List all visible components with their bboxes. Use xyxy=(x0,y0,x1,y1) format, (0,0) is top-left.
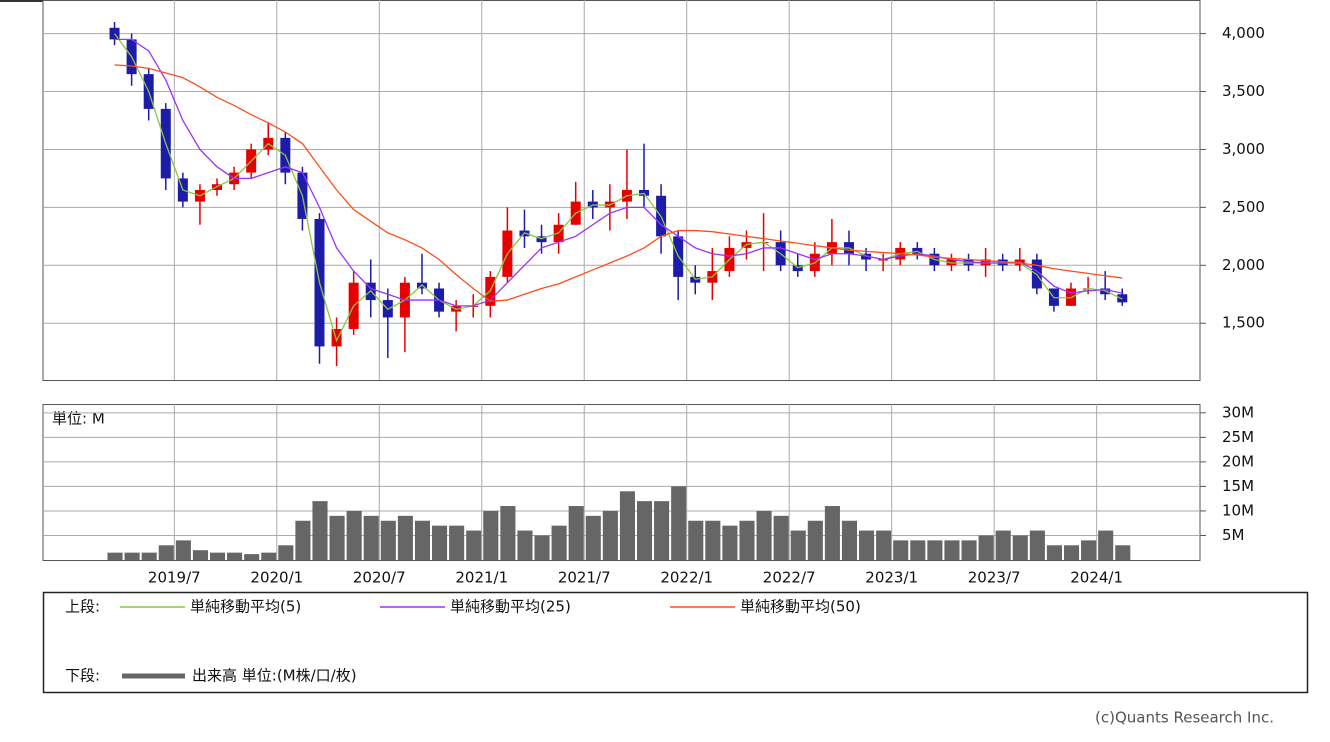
volume-bar xyxy=(192,550,208,560)
volume-bar xyxy=(312,501,328,560)
volume-bar xyxy=(209,552,226,560)
volume-bar xyxy=(175,540,191,560)
legend-label: 下段: xyxy=(65,667,100,685)
volume-bar xyxy=(483,510,499,560)
volume-bar xyxy=(158,545,174,560)
volume-bar xyxy=(807,520,823,560)
volume-bar xyxy=(124,552,140,560)
volume-bar xyxy=(1081,540,1097,560)
moving-average xyxy=(114,64,1123,302)
volume-bar xyxy=(841,520,858,560)
volume-bar xyxy=(517,530,533,560)
volume-bar xyxy=(790,530,806,560)
x-tick-label: 2023/1 xyxy=(865,569,918,587)
volume-bar xyxy=(432,525,448,560)
volume-bar xyxy=(978,535,994,560)
volume-bar xyxy=(773,515,789,560)
y-tick-label: 20M xyxy=(1222,452,1254,470)
x-tick-label: 2024/1 xyxy=(1070,569,1123,587)
legend-entry: 単純移動平均(25) xyxy=(450,598,571,616)
y-tick-label: 10M xyxy=(1222,501,1254,519)
volume-bar xyxy=(1098,530,1114,560)
volume-bar xyxy=(449,525,465,560)
volume-bar xyxy=(636,501,653,560)
volume-bar xyxy=(500,506,516,560)
y-tick-label: 25M xyxy=(1222,428,1254,446)
volume-bar xyxy=(107,552,123,560)
legend-entry: 単純移動平均(50) xyxy=(740,598,861,616)
x-tick-label: 2021/7 xyxy=(558,569,611,587)
x-tick-label: 2021/1 xyxy=(455,569,508,587)
volume-bar xyxy=(568,506,584,560)
legend-entry: 出来高 単位:(M株/口/枚) xyxy=(192,667,357,685)
volume-bar xyxy=(1046,545,1062,560)
legend-box xyxy=(42,591,1309,694)
x-tick-label: 2020/7 xyxy=(353,569,406,587)
volume-bar xyxy=(534,535,550,560)
volume-bar xyxy=(1029,530,1045,560)
moving-average xyxy=(114,33,1123,343)
unit-label: 単位: M xyxy=(52,410,105,428)
x-tick-label: 2020/1 xyxy=(250,569,303,587)
volume-bar xyxy=(295,520,311,560)
volume-bar xyxy=(688,520,704,560)
volume-bar xyxy=(585,515,601,560)
y-tick-label: 3,000 xyxy=(1222,140,1265,158)
volume-bar xyxy=(961,540,977,560)
y-tick-label: 2,000 xyxy=(1222,256,1265,274)
volume-bar xyxy=(346,510,362,560)
x-tick-label: 2022/7 xyxy=(763,569,816,587)
price-panel xyxy=(42,0,1201,381)
legend-label: 上段: xyxy=(65,598,100,616)
volume-bar xyxy=(927,540,943,560)
volume-bar xyxy=(1063,545,1080,560)
volume-bar xyxy=(619,491,635,560)
y-tick-label: 4,000 xyxy=(1222,24,1265,42)
y-tick-label: 15M xyxy=(1222,477,1254,495)
y-tick-label: 30M xyxy=(1222,403,1254,421)
volume-bar xyxy=(944,540,960,560)
candle-body xyxy=(331,329,342,347)
volume-bar xyxy=(722,525,738,560)
volume-bar xyxy=(859,530,875,560)
volume-bar xyxy=(414,520,431,560)
y-tick-label: 5M xyxy=(1222,526,1245,544)
volume-bar xyxy=(893,540,909,560)
volume-bar xyxy=(397,515,413,560)
volume-bar xyxy=(739,520,755,560)
y-tick-label: 2,500 xyxy=(1222,198,1265,216)
volume-bar xyxy=(380,520,396,560)
x-tick-label: 2022/1 xyxy=(660,569,713,587)
volume-bar xyxy=(876,530,892,560)
moving-average xyxy=(114,38,1123,307)
volume-bar xyxy=(278,545,294,560)
volume-bar xyxy=(910,540,926,560)
x-tick-label: 2019/7 xyxy=(148,569,201,587)
y-tick-label: 1,500 xyxy=(1222,314,1265,332)
volume-bar xyxy=(995,530,1011,560)
volume-bar xyxy=(756,510,772,560)
volume-bar xyxy=(227,552,243,560)
volume-bar xyxy=(329,515,345,560)
volume-bar xyxy=(551,525,567,560)
volume-bar xyxy=(602,510,618,560)
legend-entry: 単純移動平均(5) xyxy=(190,598,301,616)
volume-bar xyxy=(141,552,157,560)
volume-bar xyxy=(244,554,260,560)
volume-bar xyxy=(466,530,482,560)
volume-bar xyxy=(1115,545,1131,560)
volume-bar xyxy=(705,520,721,560)
y-tick-label: 3,500 xyxy=(1222,82,1265,100)
volume-bar xyxy=(824,506,840,560)
volume-bar xyxy=(671,486,687,560)
x-tick-label: 2023/7 xyxy=(968,569,1021,587)
footer: (c)Quants Research Inc. xyxy=(1095,709,1274,727)
volume-bar xyxy=(654,501,670,560)
volume-bar xyxy=(363,515,379,560)
volume-bar xyxy=(1012,535,1028,560)
volume-bar xyxy=(261,552,277,560)
